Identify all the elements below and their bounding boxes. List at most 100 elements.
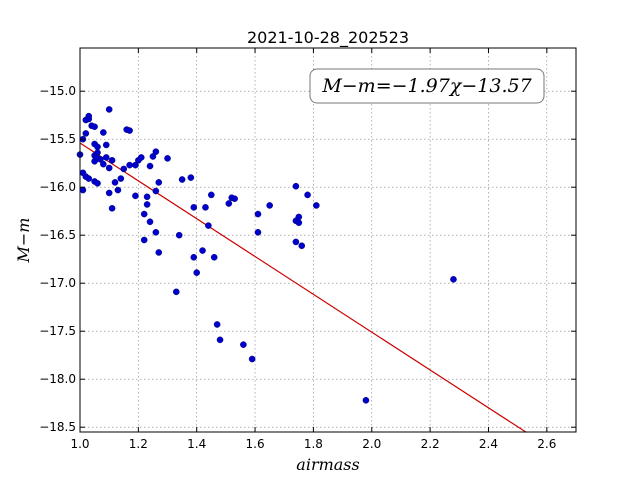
x-tick-label: 1.0: [70, 437, 89, 451]
data-point: [266, 202, 273, 209]
data-point: [207, 191, 215, 199]
data-point: [85, 115, 93, 123]
data-point: [155, 179, 163, 186]
y-tick-label: −18.0: [39, 372, 76, 386]
plot-area: [80, 48, 576, 432]
y-tick-label: −16.0: [39, 180, 76, 194]
data-point: [146, 162, 154, 170]
data-point: [108, 205, 116, 212]
data-point: [117, 175, 125, 182]
x-tick-labels: 1.0 1.2 1.4 1.6 1.8 2.0 2.2 2.4 2.6: [70, 437, 556, 451]
data-point: [152, 187, 160, 195]
data-point: [298, 242, 306, 250]
y-tick-label: −15.5: [39, 132, 76, 146]
x-tick-label: 1.4: [187, 437, 206, 451]
data-point: [143, 193, 151, 201]
x-tick-label: 1.8: [304, 437, 323, 451]
data-point: [193, 269, 201, 276]
x-axis-label: airmass: [296, 455, 359, 474]
y-tick-labels: −15.0 −15.5 −16.0 −16.5 −17.0 −17.5 −18.0 −18.5: [39, 84, 76, 434]
data-point: [172, 288, 180, 296]
data-point: [362, 397, 370, 404]
axis-ticks: [79, 48, 576, 432]
data-point: [94, 143, 101, 151]
data-point: [295, 213, 303, 221]
y-tick-label: −18.5: [39, 420, 76, 434]
plot-frame: [79, 47, 577, 433]
data-point: [108, 157, 116, 164]
data-point: [100, 160, 107, 168]
data-point: [254, 210, 262, 218]
data-point: [91, 123, 98, 131]
data-point: [213, 321, 221, 328]
data-point: [190, 204, 198, 211]
data-point: [126, 127, 133, 134]
data-point: [202, 204, 209, 211]
data-point: [140, 210, 148, 218]
y-tick-label: −15.0: [39, 84, 76, 98]
data-point: [79, 186, 87, 194]
data-point: [114, 186, 122, 194]
data-point: [105, 189, 113, 197]
data-point: [152, 148, 160, 155]
data-point: [102, 141, 110, 149]
data-point: [295, 219, 303, 227]
chart-title: 2021-10-28_202523: [247, 28, 409, 48]
data-point: [225, 200, 233, 207]
data-point: [97, 156, 104, 163]
fit-equation-frame: [309, 68, 545, 104]
data-point: [111, 179, 119, 186]
data-point: [120, 165, 128, 173]
data-point: [132, 192, 139, 200]
fit-equation-box: M−m=−1.97χ−13.57: [309, 68, 545, 104]
data-point: [126, 161, 133, 169]
y-tick-label: −17.5: [39, 324, 76, 338]
data-point: [313, 202, 320, 209]
data-point: [146, 218, 154, 226]
data-point: [102, 154, 110, 161]
x-tick-label: 1.2: [129, 437, 148, 451]
data-point: [216, 336, 224, 344]
data-point: [187, 174, 195, 181]
y-axis-label: M−m: [14, 218, 33, 264]
data-point: [140, 236, 148, 244]
x-tick-label: 2.0: [362, 437, 381, 451]
data-point: [94, 180, 101, 187]
data-point: [105, 106, 113, 113]
data-point: [190, 253, 198, 261]
data-point: [304, 191, 311, 199]
data-point: [105, 164, 113, 172]
x-tick-label: 1.6: [246, 437, 265, 451]
data-point: [450, 276, 457, 283]
data-point: [132, 161, 139, 169]
data-point: [292, 238, 300, 246]
data-point: [199, 247, 206, 254]
y-tick-label: −16.5: [39, 228, 76, 242]
data-point: [248, 355, 256, 363]
x-tick-label: 2.2: [421, 437, 440, 451]
data-point: [175, 231, 183, 239]
x-tick-label: 2.4: [479, 437, 498, 451]
data-point: [164, 155, 171, 162]
data-point: [152, 229, 160, 236]
data-points: [76, 106, 457, 404]
data-point: [94, 149, 101, 156]
data-point: [82, 130, 90, 137]
data-point: [149, 153, 157, 160]
data-point: [155, 249, 163, 256]
data-point: [137, 154, 145, 161]
data-point: [292, 182, 300, 190]
data-point: [100, 129, 107, 136]
data-point: [178, 176, 186, 183]
x-tick-label: 2.6: [537, 437, 556, 451]
y-tick-label: −17.0: [39, 276, 76, 290]
data-point: [231, 195, 238, 203]
data-point: [254, 229, 262, 236]
data-point: [205, 222, 212, 229]
data-point: [210, 253, 218, 261]
data-point: [143, 201, 151, 208]
fit-equation: M−m=−1.97χ−13.57: [321, 75, 532, 97]
data-point: [85, 175, 93, 182]
data-point: [240, 341, 247, 348]
